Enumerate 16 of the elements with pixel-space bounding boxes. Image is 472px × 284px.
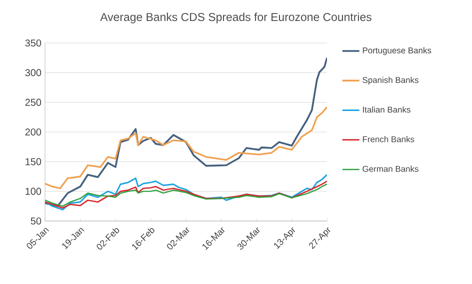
line-series xyxy=(45,174,328,210)
legend-label: Spanish Banks xyxy=(362,76,418,85)
y-tick-label: 350 xyxy=(25,39,42,47)
line-series xyxy=(45,106,328,190)
y-tick-label: 250 xyxy=(25,98,42,106)
legend-label: French Banks xyxy=(362,136,414,142)
chart-title: Average Banks CDS Spreads for Eurozone Countries xyxy=(100,12,372,24)
line-series xyxy=(45,56,328,208)
y-tick-label: 200 xyxy=(25,128,42,136)
y-tick-label: 50 xyxy=(30,217,42,225)
y-tick-label: 150 xyxy=(26,158,42,166)
y-tick-label: 300 xyxy=(25,69,42,76)
legend-label: Portuguese Banks xyxy=(362,47,432,56)
legend-label: German Banks xyxy=(362,166,418,172)
legend-label: Italian Banks xyxy=(363,106,410,113)
y-tick-label: 100 xyxy=(26,188,42,195)
